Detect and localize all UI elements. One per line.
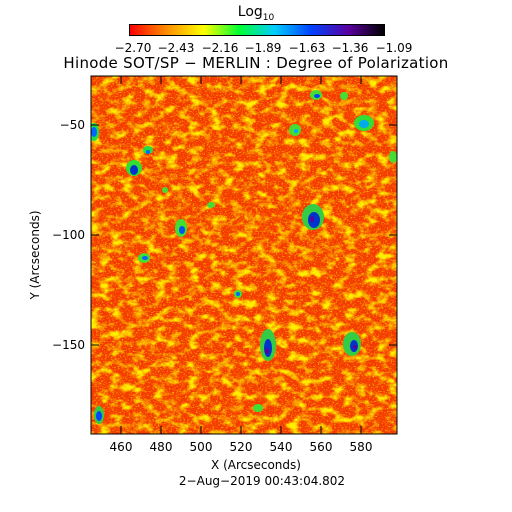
x-tick-label: 500: [190, 440, 213, 454]
colorbar-tick: −1.09: [376, 41, 413, 55]
colorbar-tick: −1.89: [245, 41, 282, 55]
patch: [354, 115, 374, 131]
y-tick-label: −100: [52, 228, 85, 242]
y-axis-ticks: [91, 124, 397, 346]
patch: [340, 92, 348, 100]
y-tick-label: −50: [60, 118, 85, 132]
colorbar-tick: −2.43: [158, 41, 195, 55]
timestamp: 2−Aug−2019 00:43:04.802: [179, 474, 345, 488]
patch: [343, 332, 361, 356]
colorbar: [129, 24, 385, 36]
x-axis-ticks: [120, 76, 362, 434]
patch: [138, 253, 150, 263]
x-tick-label: 520: [230, 440, 253, 454]
colorbar-label-sub: 10: [262, 12, 275, 23]
x-tick-label: 480: [150, 440, 173, 454]
patch: [389, 151, 397, 163]
patch: [302, 204, 324, 230]
patch: [175, 219, 187, 237]
x-tick-label: 460: [110, 440, 133, 454]
patch: [91, 123, 99, 141]
patch: [94, 406, 104, 424]
colorbar-label-main: Log: [237, 4, 263, 20]
plot-title: Hinode SOT/SP − MERLIN : Degree of Polar…: [63, 54, 449, 72]
patch: [234, 290, 242, 298]
map-mottling: [91, 76, 397, 434]
patch: [162, 187, 168, 193]
polarization-map: [91, 76, 397, 434]
x-tick-label: 540: [270, 440, 293, 454]
x-axis-tick-labels: 460 480 500 520 540 560 580: [110, 440, 373, 454]
colorbar-tick: −1.36: [332, 41, 369, 55]
x-axis-label: X (Arcseconds): [211, 458, 301, 472]
patch: [289, 124, 301, 136]
patch: [253, 404, 263, 412]
colorbar-tick: −1.63: [289, 41, 326, 55]
colorbar-ticks: −2.70 −2.43 −2.16 −1.89 −1.63 −1.36 −1.0…: [100, 40, 420, 56]
y-axis-label: Y (Arcseconds): [28, 210, 42, 300]
colorbar-tick: −2.70: [115, 41, 152, 55]
polarization-patches: [91, 90, 397, 424]
y-tick-label: −150: [52, 338, 85, 352]
patch: [260, 329, 276, 361]
patch: [126, 146, 153, 176]
x-tick-label: 580: [350, 440, 373, 454]
y-axis-tick-labels: −50 −100 −150: [52, 118, 85, 352]
patch: [310, 90, 322, 100]
colorbar-label: Log10: [0, 4, 512, 23]
x-tick-label: 560: [310, 440, 333, 454]
colorbar-tick: −2.16: [202, 41, 239, 55]
patch: [207, 202, 215, 208]
colorbar-gradient: [130, 25, 384, 35]
plot-frame: [90, 75, 398, 435]
